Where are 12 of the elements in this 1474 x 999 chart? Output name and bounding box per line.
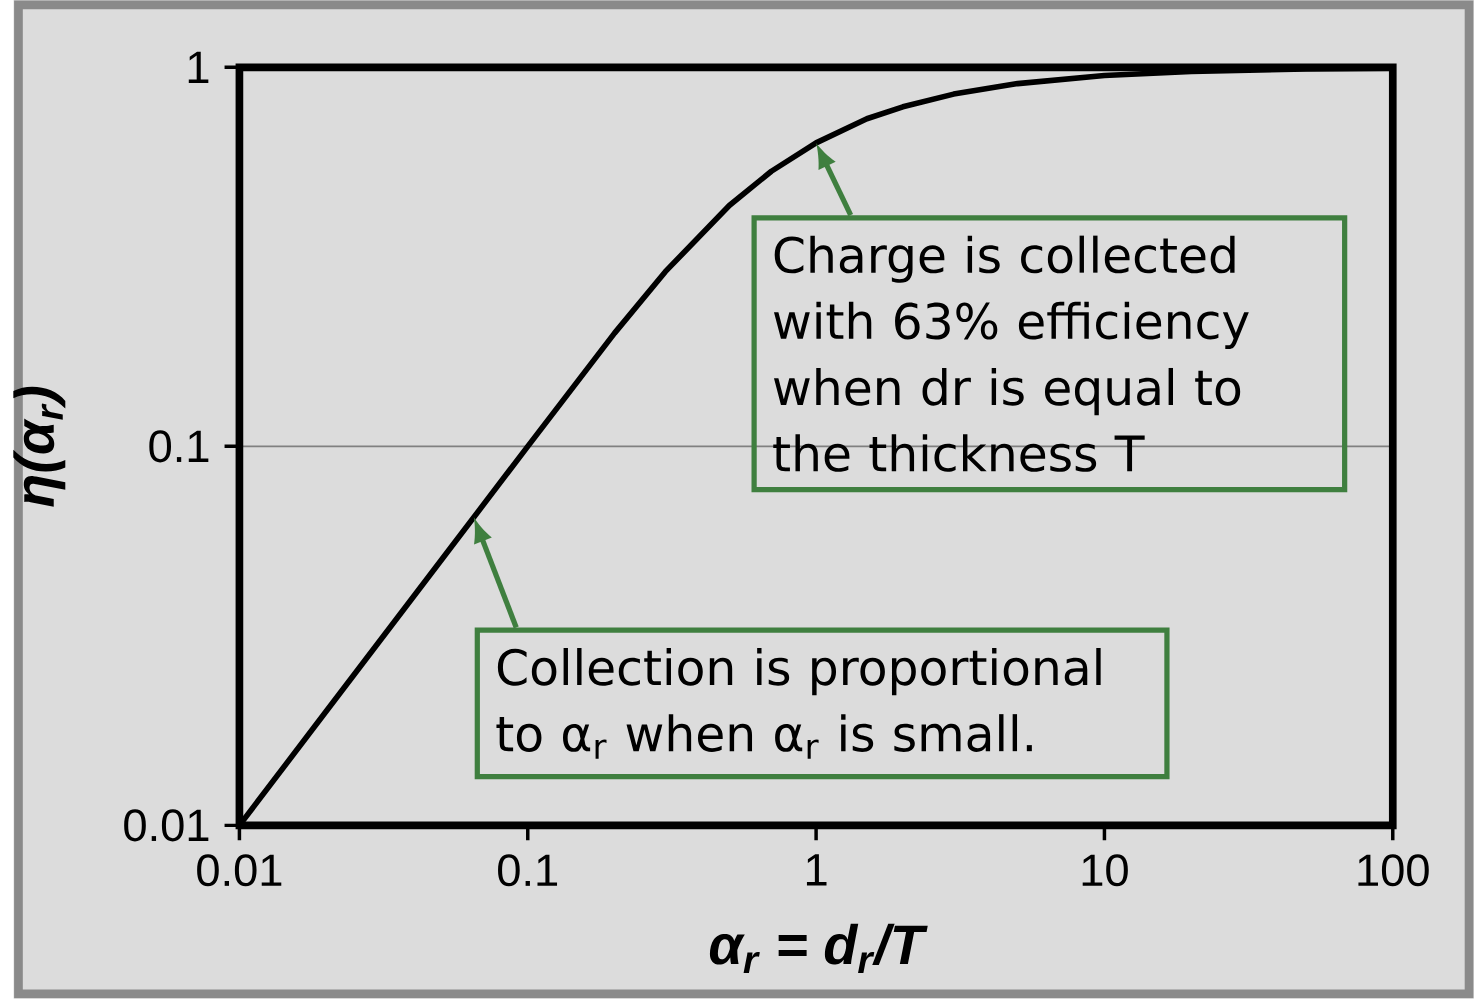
x-tick-label: 0.1 [498,854,558,887]
x-tick-label: 1 [806,854,827,886]
text: η(α$_{r}$) [13,386,66,507]
annotation: Collection is proportional to α$_{r}$ when α$_{r}$ is small. [496,648,1101,759]
x-tick-label: 0.01 [197,854,282,887]
y-tick-label: 0.01 [124,809,209,842]
text: α$_{r}$ = d$_{r}$/T [709,923,928,974]
x-tick-label: 100 [1358,854,1429,887]
y-tick-label: 0.1 [149,430,209,463]
y-tick-label: 1 [188,51,209,84]
annotation: Charge is collected with 63% efficiency when dr is equal to the thickness T [773,235,1249,472]
x-tick-label: 10 [1082,854,1128,887]
